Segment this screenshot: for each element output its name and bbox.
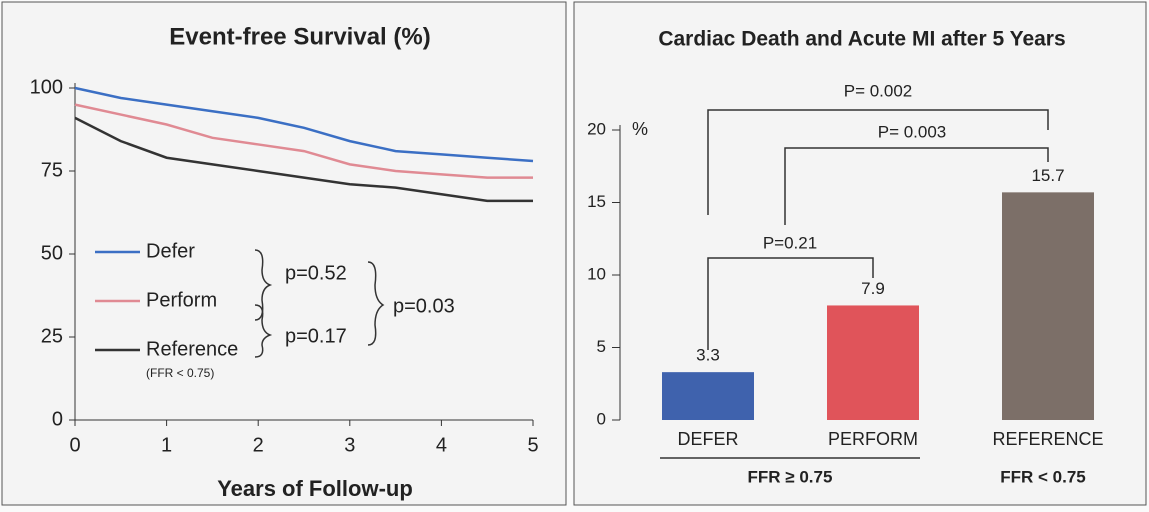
- y-tick-label: 50: [41, 242, 63, 264]
- x-tick-label: 1: [161, 434, 172, 456]
- x-tick-label: 3: [344, 434, 355, 456]
- y-tick-label: 100: [30, 76, 63, 98]
- x-tick-label: 4: [436, 434, 447, 456]
- x-tick-label: 2: [253, 434, 264, 456]
- group-label: FFR < 0.75: [1000, 467, 1086, 486]
- series-line: [74, 116, 533, 203]
- y-axis-label: %: [632, 119, 648, 139]
- chart-title: Cardiac Death and Acute MI after 5 Years: [658, 28, 1065, 51]
- y-tick-label: 15: [587, 192, 606, 211]
- x-tick-label: 0: [69, 434, 80, 456]
- bar: [662, 372, 754, 420]
- x-axis-label: Years of Follow-up: [217, 476, 413, 501]
- x-tick-label: DEFER: [677, 429, 738, 449]
- legend-label: Reference: [146, 338, 238, 360]
- brace: [367, 261, 385, 346]
- value-label: 15.7: [1031, 166, 1064, 185]
- annotation: p=0.03: [393, 295, 455, 317]
- group-label: FFR ≥ 0.75: [748, 467, 833, 486]
- annotation: P= 0.002: [844, 81, 913, 100]
- bar: [1002, 192, 1094, 420]
- value-label: 7.9: [861, 279, 885, 298]
- series-line: [74, 103, 533, 179]
- legend-note: (FFR < 0.75): [146, 366, 214, 380]
- annotation: p=0.52: [285, 262, 347, 284]
- bracket: [707, 109, 1049, 215]
- annotation: P= 0.003: [878, 122, 947, 141]
- x-tick-label: PERFORM: [828, 429, 918, 449]
- bracket: [707, 257, 874, 350]
- legend-label: Perform: [146, 289, 217, 311]
- left-panel: [1, 1, 567, 506]
- y-tick-label: 10: [587, 264, 606, 283]
- bracket: [784, 147, 1049, 225]
- y-tick-label: 75: [41, 159, 63, 181]
- annotation: P=0.21: [763, 233, 817, 252]
- y-tick-label: 0: [52, 408, 63, 430]
- y-tick-label: 5: [597, 337, 606, 356]
- series-line: [74, 86, 534, 163]
- value-label: 3.3: [696, 346, 720, 365]
- x-tick-label: REFERENCE: [992, 429, 1103, 449]
- brackets: [254, 109, 1049, 459]
- legend-label: Defer: [146, 240, 195, 262]
- bar: [827, 305, 919, 420]
- brace: [254, 304, 273, 358]
- y-tick-label: 25: [41, 325, 63, 347]
- y-tick-label: 0: [597, 409, 606, 428]
- chart-title: Event-free Survival (%): [169, 23, 430, 50]
- y-tick-label: 20: [587, 119, 606, 138]
- annotation: p=0.17: [285, 325, 347, 347]
- x-tick-label: 5: [527, 434, 538, 456]
